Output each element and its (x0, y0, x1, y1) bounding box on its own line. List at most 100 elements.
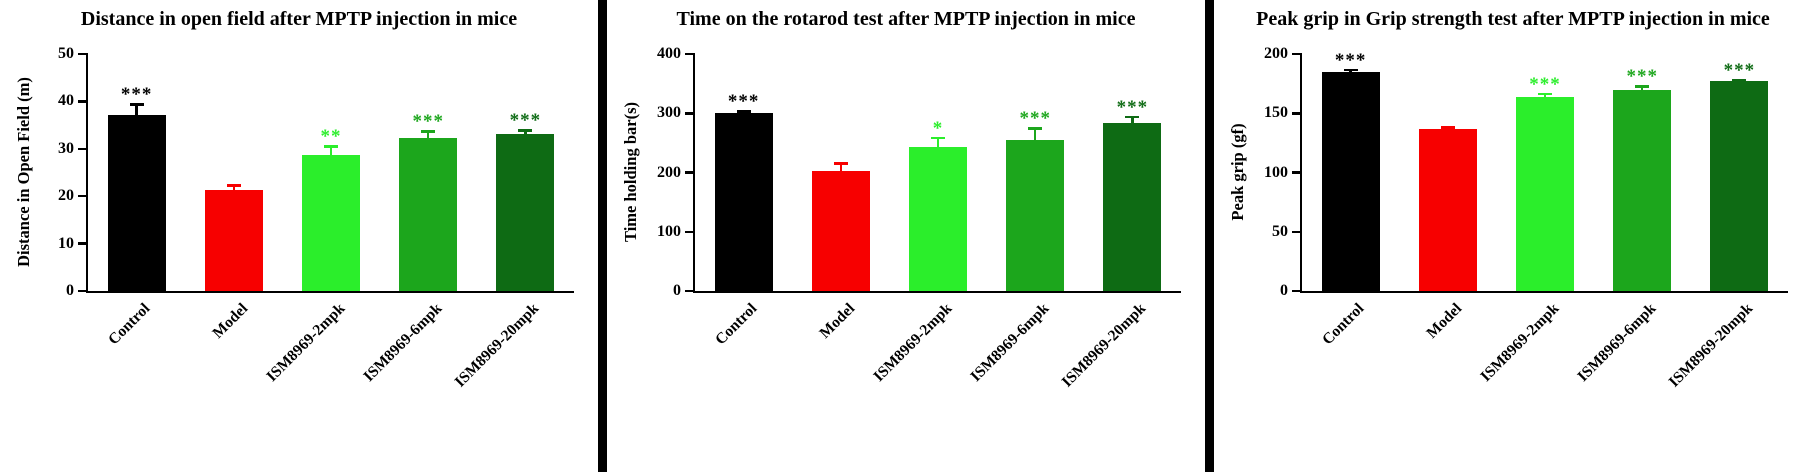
error-bar-cap (518, 129, 533, 132)
significance-stars: ** (320, 126, 342, 148)
y-axis-tick (78, 52, 88, 56)
bar (1516, 96, 1574, 291)
bar (1006, 139, 1065, 291)
y-axis-tick (1292, 171, 1302, 174)
y-axis-tick-label: 300 (657, 104, 681, 122)
bar (302, 154, 360, 291)
chart-panel-rotarod: Time on the rotarod test after MPTP inje… (607, 0, 1205, 472)
error-bar (1738, 79, 1741, 86)
chart-title: Peak grip in Grip strength test after MP… (1256, 8, 1770, 30)
error-bar-cap (833, 162, 848, 165)
y-axis-tick (685, 112, 695, 115)
x-axis-label: ISM8969-20mpk (1058, 300, 1150, 391)
x-axis-label: Control (712, 300, 761, 349)
significance-stars: *** (1626, 66, 1658, 88)
significance-stars: *** (727, 91, 760, 113)
y-axis-tick-label: 0 (66, 282, 74, 299)
bar (204, 190, 263, 291)
significance-stars: * (932, 117, 944, 139)
significance-stars: *** (412, 111, 444, 133)
error-bar-cap (1440, 126, 1455, 129)
y-axis-tick-label: 10 (58, 234, 74, 252)
error-bar-cap (1538, 92, 1552, 96)
error-bar-cap (324, 145, 338, 148)
x-axis-label: ISM8969-2mpk (1476, 300, 1563, 386)
error-bar-cap (1732, 79, 1747, 82)
error-bar-cap (129, 103, 144, 106)
chart-panel-grip-strength: Peak grip in Grip strength test after MP… (1214, 0, 1812, 472)
x-axis-label: ISM8969-20mpk (1665, 300, 1757, 391)
bar-plot: 0 100 200 300 400 *** Control Model * ISM8969-2mp… (657, 45, 1181, 391)
y-axis-tick (78, 289, 88, 293)
error-bar (936, 136, 940, 152)
y-axis-tick-label: 400 (657, 45, 681, 62)
bar (1321, 71, 1380, 291)
bar-plot: 0 50 100 150 200 *** Control Model *** ISM8969-2m… (1264, 45, 1788, 391)
x-axis-label: ISM8969-2mpk (869, 300, 956, 386)
bar (909, 147, 967, 291)
y-axis-tick-label: 20 (58, 187, 74, 205)
error-bar (232, 184, 236, 195)
y-axis-tick (685, 171, 695, 174)
y-axis-tick-label: 50 (1272, 222, 1288, 240)
error-bar (426, 130, 430, 142)
significance-stars: *** (1019, 108, 1051, 130)
x-axis-label: Control (1319, 300, 1368, 349)
error-bar (1640, 85, 1644, 94)
error-bar (742, 110, 745, 118)
y-axis-tick (685, 289, 695, 293)
y-axis-tick-label: 0 (673, 282, 681, 299)
y-axis-tick (78, 147, 88, 151)
x-axis-label: Model (1422, 300, 1465, 342)
significance-stars: *** (1529, 73, 1561, 95)
bar (399, 137, 458, 291)
y-axis-tick (1292, 289, 1302, 293)
error-bar (1446, 126, 1450, 133)
y-axis-tick-label: 200 (1264, 45, 1288, 62)
error-bar-cap (1343, 68, 1358, 72)
y-axis-tick (685, 52, 695, 56)
y-axis-label: Peak grip (gf) (1228, 123, 1247, 221)
y-axis-label: Distance in Open Field (m) (14, 77, 33, 267)
y-axis-tick (78, 100, 88, 103)
error-bar (839, 162, 843, 176)
significance-stars: *** (509, 110, 542, 132)
y-axis-tick (1292, 112, 1302, 115)
y-axis-tick-label: 50 (58, 45, 74, 62)
y-axis-tick-label: 0 (1280, 282, 1288, 299)
error-bar (329, 145, 333, 159)
y-axis-tick (78, 194, 88, 198)
x-axis-label: ISM8969-6mpk (1574, 300, 1660, 386)
y-axis-tick-label: 40 (58, 92, 74, 110)
y-axis-tick-label: 100 (657, 222, 681, 240)
error-bar (1033, 127, 1037, 144)
error-bar (524, 129, 527, 138)
error-bar-cap (1125, 115, 1140, 119)
panel-divider (598, 0, 607, 472)
bar (1418, 128, 1477, 291)
chart-panel-open-field: Distance in open field after MPTP inject… (0, 0, 598, 472)
bar (496, 133, 555, 291)
error-bar-cap (736, 110, 751, 113)
error-bar-cap (1028, 127, 1043, 130)
x-axis-label: ISM8969-20mpk (451, 300, 543, 391)
significance-stars: *** (1334, 49, 1367, 71)
x-axis-label: Model (208, 300, 251, 342)
significance-stars: *** (1723, 60, 1756, 82)
error-bar-cap (421, 130, 436, 133)
y-axis-tick-label: 100 (1264, 163, 1288, 181)
y-axis-tick-label: 150 (1264, 104, 1288, 122)
error-bar (135, 103, 138, 119)
chart-title: Time on the rotarod test after MPTP inje… (676, 8, 1136, 30)
bar (714, 113, 773, 291)
x-axis-label: Control (105, 300, 154, 349)
significance-stars: *** (120, 84, 153, 106)
x-axis-label: ISM8969-6mpk (360, 300, 446, 386)
y-axis-tick-label: 30 (58, 139, 74, 157)
y-axis-tick (685, 230, 695, 233)
error-bar-cap (226, 184, 241, 187)
x-axis-label: Model (815, 300, 858, 342)
bar (107, 114, 166, 291)
y-axis-label: Time holding bar(s) (621, 102, 640, 242)
x-axis-label: ISM8969-6mpk (967, 300, 1053, 386)
